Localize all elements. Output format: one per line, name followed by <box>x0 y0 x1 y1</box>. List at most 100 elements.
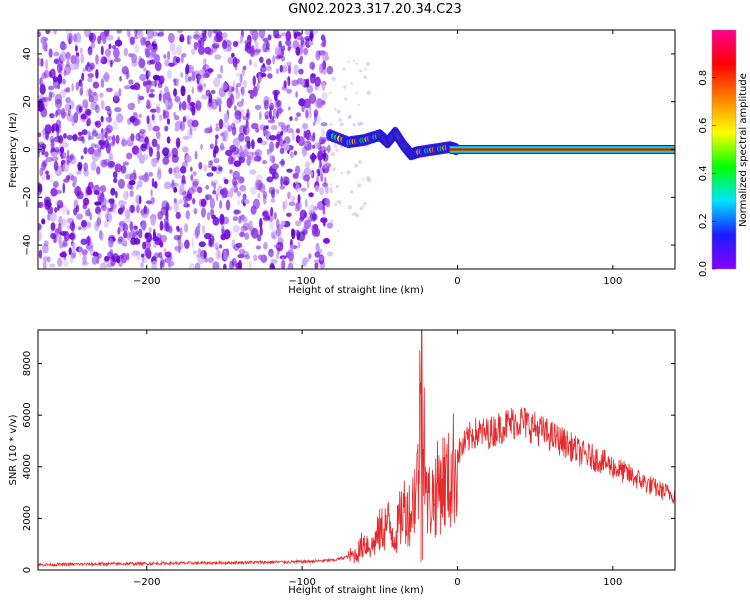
noise-blob <box>144 247 152 258</box>
noise-blob <box>137 30 144 39</box>
noise-blob <box>231 146 240 155</box>
noise-blob <box>269 134 277 141</box>
noise-blob <box>275 188 280 194</box>
noise-blob <box>87 235 90 246</box>
noise-blob <box>293 182 296 188</box>
noise-blob <box>124 208 131 219</box>
noise-blob <box>214 242 219 249</box>
noise-blob <box>232 80 236 91</box>
noise-blob <box>280 176 283 187</box>
noise-blob <box>291 129 295 141</box>
noise-blob <box>282 203 286 209</box>
noise-blob <box>285 39 292 46</box>
noise-blob <box>131 145 140 155</box>
noise-blob <box>76 170 82 175</box>
noise-blob <box>249 30 256 36</box>
noise-blob <box>262 42 268 53</box>
noise-blob <box>187 118 194 128</box>
noise-blob <box>115 190 118 199</box>
noise-blob <box>233 160 242 167</box>
noise-blob <box>306 179 310 189</box>
noise-dot <box>343 85 347 89</box>
noise-blob <box>159 241 164 248</box>
noise-blob <box>321 81 326 92</box>
noise-blob <box>111 202 117 210</box>
noise-blob <box>232 40 239 48</box>
noise-blob <box>163 54 167 60</box>
noise-blob <box>219 213 225 225</box>
noise-blob <box>197 222 201 229</box>
colorbar-ticks: 0.0 0.2 0.4 0.6 0.8 <box>698 70 716 277</box>
noise-blob <box>246 155 252 166</box>
noise-blob <box>208 93 213 104</box>
noise-blob <box>267 73 273 79</box>
noise-blob <box>90 41 96 49</box>
noise-blob <box>50 222 56 231</box>
noise-blob <box>166 136 171 144</box>
noise-blob <box>82 197 90 206</box>
noise-blob <box>281 125 289 133</box>
noise-blob <box>57 84 61 90</box>
noise-blob <box>299 216 304 221</box>
noise-blob <box>164 125 169 132</box>
noise-blob <box>239 231 245 238</box>
noise-blob <box>238 132 245 142</box>
noise-blob <box>268 186 276 195</box>
noise-blob <box>319 186 325 196</box>
noise-blob <box>236 82 242 87</box>
noise-blob <box>269 251 274 258</box>
noise-blob <box>162 259 165 269</box>
noise-blob <box>200 94 209 100</box>
noise-dot <box>331 76 336 82</box>
noise-blob <box>139 128 146 134</box>
y-tick-label: 4000 <box>22 454 33 479</box>
noise-blob <box>112 95 120 104</box>
noise-blob <box>220 64 223 74</box>
noise-blob <box>298 68 304 75</box>
spectrogram-x-ticks: −200 −100 0 100 <box>133 30 622 287</box>
noise-blob <box>322 182 329 188</box>
noise-blob <box>102 74 110 80</box>
noise-blob <box>133 84 139 90</box>
noise-blob <box>320 217 328 224</box>
noise-blob <box>100 56 108 65</box>
noise-blob <box>38 31 41 38</box>
noise-blob <box>73 33 78 43</box>
spectrogram-x-axis-title: Height of straight line (km) <box>288 285 424 296</box>
noise-blob <box>75 104 82 115</box>
noise-blob <box>273 244 281 249</box>
noise-blob <box>74 55 80 67</box>
y-tick-label: 40 <box>22 48 33 61</box>
noise-blob <box>301 104 305 113</box>
noise-blob <box>129 115 136 123</box>
noise-blob <box>143 67 147 72</box>
snr-y-ticks: 0 2000 4000 6000 8000 <box>22 351 675 573</box>
noise-dot <box>335 184 340 189</box>
noise-blob <box>75 45 78 52</box>
noise-blob <box>81 135 85 143</box>
noise-blob <box>191 48 196 55</box>
noise-blob <box>100 78 105 89</box>
noise-blob <box>215 127 221 132</box>
noise-blob <box>128 32 132 42</box>
noise-blob <box>201 225 206 235</box>
noise-blob <box>305 198 308 208</box>
noise-blob <box>163 125 169 132</box>
noise-blob <box>280 220 286 226</box>
noise-blob <box>297 231 306 242</box>
noise-blob <box>196 83 204 93</box>
noise-blob <box>255 245 262 250</box>
noise-blob <box>259 56 264 64</box>
noise-blob <box>163 248 167 254</box>
noise-blob <box>240 225 248 232</box>
noise-blob <box>316 97 323 108</box>
noise-blob <box>295 128 301 134</box>
noise-blob <box>152 228 156 236</box>
noise-blob <box>66 134 74 141</box>
noise-blob <box>126 252 130 261</box>
noise-blob <box>128 53 134 58</box>
noise-blob <box>117 199 125 207</box>
noise-blob <box>288 201 296 207</box>
y-tick-label: −40 <box>22 235 33 256</box>
